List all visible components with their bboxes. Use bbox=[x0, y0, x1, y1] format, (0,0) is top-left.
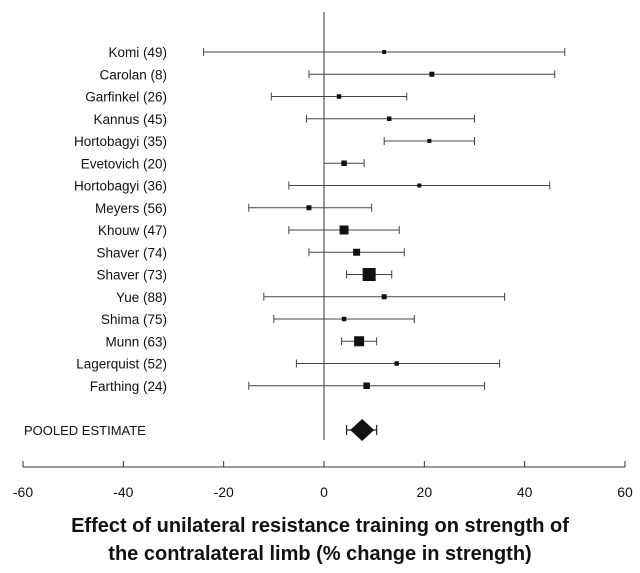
study-label: Farthing (24) bbox=[90, 379, 167, 394]
point-estimate-marker bbox=[354, 336, 365, 347]
x-axis: -60 -40 -20 0 20 40 60 bbox=[13, 461, 633, 500]
x-tick-label: 60 bbox=[617, 484, 633, 500]
study-row: Kannus (45) bbox=[93, 112, 475, 127]
x-tick-label: -40 bbox=[113, 484, 133, 500]
study-label: Khouw (47) bbox=[98, 223, 167, 238]
point-estimate-marker bbox=[381, 294, 387, 300]
study-label: Yue (88) bbox=[116, 290, 167, 305]
pooled-estimate: POOLED ESTIMATE bbox=[24, 419, 378, 441]
point-estimate-marker bbox=[427, 139, 432, 143]
point-estimate-marker bbox=[363, 382, 370, 389]
study-label: Evetovich (20) bbox=[81, 156, 167, 171]
study-label: Meyers (56) bbox=[95, 201, 167, 216]
point-estimate-marker bbox=[429, 71, 435, 77]
study-label: Carolan (8) bbox=[99, 67, 167, 82]
x-axis-ticks: -60 -40 -20 0 20 40 60 bbox=[13, 461, 633, 500]
point-estimate-marker bbox=[353, 248, 361, 256]
study-row: Komi (49) bbox=[108, 45, 566, 60]
x-tick-label: -60 bbox=[13, 484, 33, 500]
x-tick-label: -20 bbox=[214, 484, 234, 500]
point-estimate-marker bbox=[382, 50, 387, 54]
study-label: Shaver (73) bbox=[96, 268, 167, 283]
study-row: Evetovich (20) bbox=[81, 156, 365, 171]
x-axis-title-line-2: the contralateral limb (% change in stre… bbox=[108, 543, 531, 565]
study-label: Shima (75) bbox=[101, 312, 167, 327]
x-axis-title-line-1: Effect of unilateral resistance training… bbox=[71, 515, 569, 537]
point-estimate-marker bbox=[362, 268, 376, 281]
pooled-estimate-label: POOLED ESTIMATE bbox=[24, 423, 146, 438]
point-estimate-marker bbox=[341, 160, 347, 166]
study-row: Carolan (8) bbox=[99, 67, 556, 82]
study-label: Shaver (74) bbox=[96, 245, 167, 260]
study-label: Lagerquist (52) bbox=[76, 357, 167, 372]
point-estimate-marker bbox=[336, 94, 342, 99]
study-row: Hortobagyi (36) bbox=[74, 179, 551, 194]
study-label: Kannus (45) bbox=[93, 112, 167, 127]
study-row: Meyers (56) bbox=[95, 201, 373, 216]
study-label: Munn (63) bbox=[105, 334, 167, 349]
study-row: Khouw (47) bbox=[98, 223, 400, 238]
study-row: Shaver (74) bbox=[96, 245, 405, 260]
study-row: Yue (88) bbox=[116, 290, 506, 305]
x-tick-label: 40 bbox=[517, 484, 533, 500]
study-label: Hortobagyi (35) bbox=[74, 134, 167, 149]
pooled-estimate-diamond bbox=[350, 419, 375, 441]
study-row: Munn (63) bbox=[105, 334, 378, 349]
point-estimate-marker bbox=[341, 316, 347, 322]
study-row: Farthing (24) bbox=[90, 379, 486, 394]
point-estimate-marker bbox=[339, 225, 349, 235]
study-label: Garfinkel (26) bbox=[85, 90, 167, 105]
study-rows: Komi (49) Carolan (8) Garfinkel (26) Kannus… bbox=[74, 45, 566, 394]
point-estimate-marker bbox=[386, 116, 392, 121]
x-tick-label: 20 bbox=[417, 484, 433, 500]
study-row: Shaver (73) bbox=[96, 268, 393, 283]
study-label: Komi (49) bbox=[108, 45, 167, 60]
point-estimate-marker bbox=[394, 361, 399, 366]
study-row: Shima (75) bbox=[101, 312, 415, 327]
study-label: Hortobagyi (36) bbox=[74, 179, 167, 194]
x-tick-label: 0 bbox=[320, 484, 328, 500]
study-row: Garfinkel (26) bbox=[85, 90, 408, 105]
study-row: Lagerquist (52) bbox=[76, 357, 501, 372]
point-estimate-marker bbox=[306, 205, 312, 211]
point-estimate-marker bbox=[417, 183, 422, 188]
study-row: Hortobagyi (35) bbox=[74, 134, 475, 149]
